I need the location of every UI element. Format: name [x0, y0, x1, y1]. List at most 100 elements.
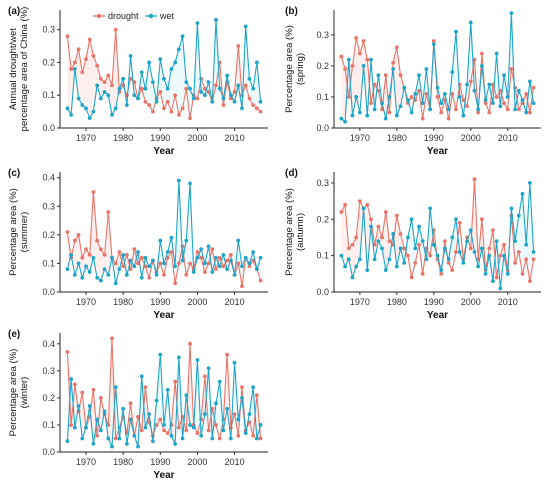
data-point-drought: [202, 86, 207, 91]
data-point-drought: [206, 261, 211, 266]
x-tick-label: 2000: [187, 457, 207, 467]
y-axis-title-line: (spring): [295, 53, 306, 85]
data-point-wet: [428, 107, 433, 112]
chart-panel-1: (a) 0.0 0.1 0.2 0.3 1970 1980 1990 2000 2010 Year A…: [8, 6, 268, 157]
data-point-drought: [472, 177, 477, 182]
data-point-wet: [202, 412, 207, 417]
data-point-wet: [505, 95, 510, 99]
data-point-wet: [402, 261, 407, 265]
data-point-wet: [84, 106, 88, 111]
data-point-wet: [406, 235, 410, 240]
data-point-wet: [398, 246, 403, 251]
data-point-wet: [95, 83, 100, 88]
y-tick-label: 0.3: [42, 201, 55, 211]
data-point-drought: [232, 90, 237, 94]
data-point-drought: [516, 107, 521, 112]
ribbon-segment: [145, 62, 150, 106]
data-point-drought: [365, 202, 370, 207]
data-point-wet: [76, 96, 81, 101]
data-point-wet: [413, 246, 418, 251]
data-point-wet: [357, 110, 362, 115]
data-point-wet: [214, 17, 218, 22]
data-point-wet: [147, 264, 152, 269]
data-point-drought: [494, 95, 499, 99]
data-point-wet: [128, 258, 133, 263]
data-point-drought: [454, 250, 458, 254]
data-point-drought: [346, 246, 351, 251]
data-point-wet: [376, 239, 381, 243]
data-point-drought: [128, 401, 133, 406]
data-point-drought: [65, 350, 70, 354]
data-point-wet: [254, 436, 259, 441]
data-point-drought: [240, 284, 244, 289]
data-point-drought: [124, 252, 129, 257]
data-point-drought: [391, 60, 396, 65]
data-point-drought: [147, 275, 152, 280]
data-point-drought: [468, 246, 473, 251]
data-point-wet: [173, 441, 178, 446]
y-tick-label: 0.3: [42, 366, 55, 376]
data-point-drought: [376, 224, 381, 229]
data-point-wet: [494, 239, 499, 243]
data-point-wet: [391, 231, 396, 236]
data-point-wet: [509, 11, 514, 16]
data-point-drought: [98, 396, 103, 400]
data-point-wet: [524, 242, 529, 247]
y-axis-title-line: Percentage area (%): [284, 25, 295, 113]
data-point-wet: [343, 264, 347, 269]
data-point-wet: [350, 275, 355, 280]
data-point-drought: [110, 336, 114, 341]
data-point-wet: [110, 444, 114, 449]
ribbon-segment: [526, 182, 530, 282]
data-point-wet: [69, 112, 74, 117]
data-point-wet: [254, 60, 259, 65]
data-point-wet: [528, 181, 532, 185]
data-point-wet: [350, 113, 355, 118]
y-tick-label: 0.3: [42, 25, 55, 35]
panel-tag: (b): [285, 6, 298, 17]
data-point-drought: [343, 67, 347, 71]
y-tick-label: 0.4: [42, 339, 55, 349]
data-point-wet: [169, 67, 174, 71]
data-point-wet: [76, 404, 81, 408]
x-tick-label: 1980: [387, 133, 407, 143]
data-point-wet: [468, 20, 473, 25]
x-tick-label: 2010: [498, 297, 518, 307]
data-point-wet: [165, 387, 170, 392]
data-point-wet: [91, 109, 96, 114]
data-point-wet: [217, 379, 222, 384]
data-point-wet: [251, 86, 256, 91]
x-tick-label: 1970: [76, 457, 96, 467]
data-point-drought: [424, 91, 429, 96]
data-point-wet: [106, 436, 111, 441]
data-point-wet: [80, 436, 85, 441]
ribbon-segment: [382, 212, 386, 271]
ribbon-segment: [149, 62, 153, 112]
data-point-drought: [214, 423, 218, 427]
data-point-wet: [225, 267, 230, 272]
data-point-drought: [365, 57, 370, 62]
data-point-wet: [354, 264, 359, 269]
data-point-wet: [243, 255, 248, 260]
data-point-wet: [417, 73, 421, 78]
data-point-wet: [169, 235, 174, 240]
x-tick-label: 1970: [350, 133, 370, 143]
data-point-wet: [98, 96, 103, 101]
y-tick-label: 0.0: [42, 287, 55, 297]
data-point-wet: [72, 272, 77, 277]
data-point-wet: [106, 93, 111, 98]
data-point-drought: [483, 101, 488, 106]
data-point-wet: [191, 270, 196, 274]
data-point-wet: [121, 252, 126, 257]
data-point-drought: [69, 423, 74, 427]
data-point-drought: [251, 433, 256, 438]
data-point-wet: [210, 99, 215, 104]
data-point-drought: [221, 264, 226, 269]
data-point-wet: [65, 439, 70, 444]
legend-marker-drought: [96, 13, 102, 19]
data-point-wet: [346, 257, 351, 262]
data-point-wet: [509, 206, 514, 211]
data-point-drought: [76, 47, 81, 52]
data-point-wet: [165, 86, 170, 91]
data-point-wet: [428, 206, 433, 211]
